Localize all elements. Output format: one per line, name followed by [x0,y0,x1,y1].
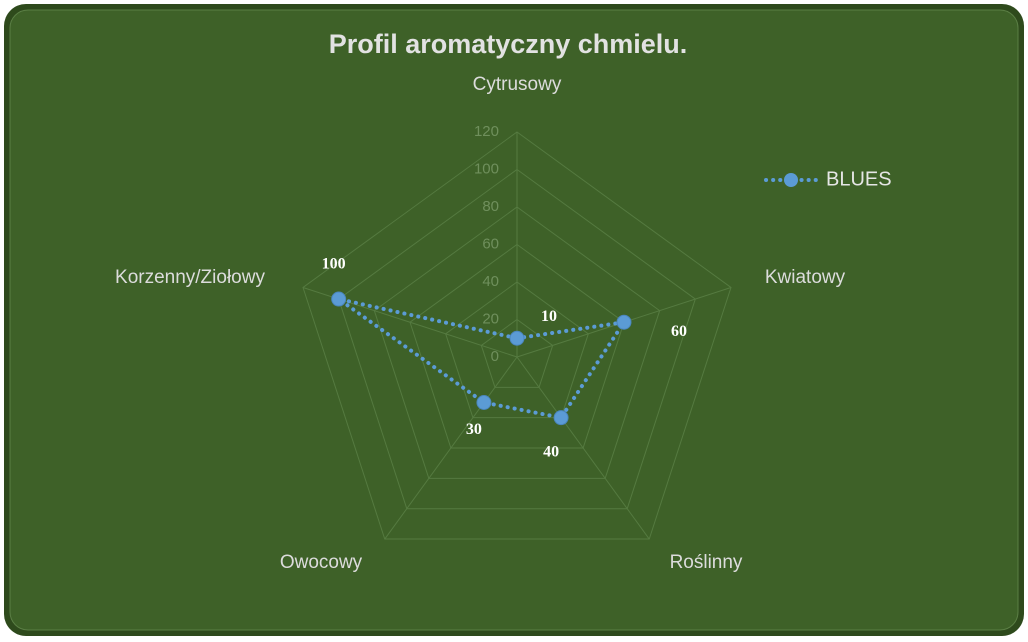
series-line [337,297,629,420]
grid-line [445,281,589,419]
data-point [476,395,492,411]
legend-label: BLUES [826,168,892,190]
grid-line [480,318,554,388]
data-label: 30 [466,421,482,438]
category-label: Cytrusowy [473,74,562,95]
r-tick-label: 120 [474,123,499,140]
grid-line [338,168,696,510]
legend-marker [784,173,798,187]
category-label: Kwiatowy [765,267,846,288]
grid-line [373,206,661,479]
category-label: Roślinny [670,552,743,573]
data-point [616,314,632,330]
r-tick-label: 40 [482,273,499,290]
data-point [331,291,347,307]
data-point [509,330,525,346]
grid-line [302,131,732,540]
data-point [553,410,569,426]
r-tick-label: 0 [491,348,499,365]
data-label: 100 [322,256,346,273]
r-tick-label: 60 [482,235,499,252]
r-tick-label: 20 [482,310,499,327]
chart-title: Profil aromatyczny chmielu. [329,29,688,59]
r-tick-label: 100 [474,160,499,177]
data-label: 40 [543,443,559,460]
category-label: Owocowy [280,552,363,573]
background [9,9,1019,631]
category-label: Korzenny/Ziołowy [115,267,265,288]
data-label: 60 [671,323,687,340]
grid-line [409,243,625,449]
r-tick-label: 80 [482,198,499,215]
data-label: 10 [541,308,557,325]
